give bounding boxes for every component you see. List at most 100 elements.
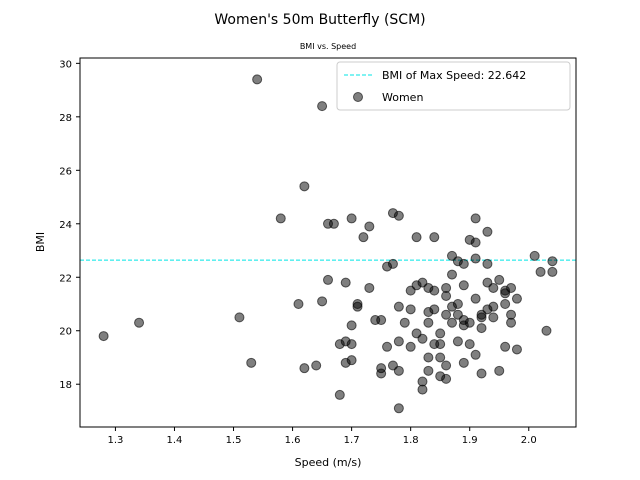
data-point	[376, 368, 387, 379]
data-point	[417, 376, 428, 387]
data-point	[435, 339, 446, 350]
data-point	[547, 256, 558, 267]
x-tick-label: 1.7	[344, 435, 360, 446]
y-tick-label: 30	[59, 59, 72, 70]
data-point	[470, 253, 481, 264]
data-point	[511, 344, 522, 355]
legend-reference-line-label: BMI of Max Speed: 22.642	[382, 69, 526, 82]
data-point	[393, 210, 404, 221]
x-tick-label: 2.0	[521, 435, 537, 446]
data-point	[488, 301, 499, 312]
data-point	[494, 365, 505, 376]
y-tick-label: 20	[59, 327, 72, 338]
data-point	[334, 389, 345, 400]
data-point	[246, 357, 257, 368]
data-point	[500, 299, 511, 309]
data-points-layer	[98, 74, 558, 414]
data-point	[476, 312, 487, 323]
data-point	[299, 181, 310, 192]
y-axis-label: BMI	[34, 232, 47, 252]
data-point	[346, 213, 357, 224]
data-point	[488, 312, 499, 323]
data-point	[376, 315, 387, 326]
legend-women-label: Women	[382, 91, 423, 104]
x-tick-label: 1.6	[285, 435, 301, 446]
data-point	[405, 304, 416, 315]
y-tick-label: 28	[59, 113, 72, 124]
data-point	[299, 363, 310, 374]
data-point	[447, 269, 457, 280]
data-point	[441, 282, 452, 293]
data-point	[393, 365, 404, 376]
data-point	[346, 355, 357, 366]
plot-area-frame	[79, 57, 577, 428]
data-point	[476, 368, 487, 379]
data-point	[317, 296, 328, 307]
data-point	[464, 339, 475, 350]
data-point	[500, 341, 511, 352]
data-point	[382, 341, 393, 352]
data-point	[435, 352, 446, 363]
data-point	[470, 349, 481, 360]
data-point	[311, 360, 322, 371]
data-point	[328, 218, 339, 229]
data-point	[234, 312, 245, 323]
data-point	[452, 336, 463, 347]
data-point	[417, 333, 428, 344]
data-point	[98, 331, 109, 342]
x-tick-label: 1.9	[462, 435, 478, 446]
data-point	[275, 213, 286, 224]
data-point	[423, 365, 434, 376]
data-point	[447, 317, 457, 328]
data-point	[458, 258, 469, 269]
legend-women-marker	[353, 92, 363, 102]
y-tick-label: 18	[59, 380, 72, 391]
data-point	[352, 299, 363, 309]
data-point	[393, 403, 404, 414]
data-point	[423, 317, 434, 328]
data-point	[429, 304, 440, 315]
data-point	[529, 250, 540, 261]
legend-box	[336, 61, 571, 111]
data-point	[364, 221, 375, 232]
data-point	[476, 323, 487, 334]
data-point	[364, 282, 375, 293]
data-point	[399, 317, 410, 328]
data-point	[488, 282, 499, 293]
data-point	[435, 328, 446, 339]
y-tick-label: 26	[59, 166, 72, 177]
data-point	[547, 266, 558, 277]
x-tick-label: 1.3	[107, 435, 123, 446]
data-point	[393, 336, 404, 347]
data-point	[441, 373, 452, 384]
x-tick-label: 1.5	[226, 435, 242, 446]
legend: BMI of Max Speed: 22.642 Women	[336, 61, 571, 111]
data-point	[470, 293, 481, 304]
data-point	[340, 277, 351, 288]
data-point	[429, 285, 440, 296]
data-point	[464, 317, 475, 328]
data-point	[470, 237, 481, 248]
data-point	[470, 213, 481, 224]
data-point	[134, 317, 145, 328]
data-point	[358, 232, 369, 243]
data-point	[494, 274, 505, 285]
data-point	[423, 352, 434, 363]
y-tick-label: 24	[59, 220, 72, 231]
x-axis-label: Speed (m/s)	[295, 456, 362, 469]
data-point	[535, 266, 546, 277]
data-point	[458, 357, 469, 368]
data-point	[429, 232, 440, 243]
x-tick-label: 1.8	[403, 435, 419, 446]
data-point	[506, 282, 517, 293]
data-point	[323, 274, 333, 285]
data-point	[346, 339, 357, 350]
data-point	[482, 226, 493, 237]
data-point	[441, 360, 452, 371]
data-point	[511, 293, 522, 304]
axis-ticks-layer: 1.3 1.4 1.5 1.6 1.7 1.8 1.9 2.0 18 20 22 24 26 28 30	[59, 59, 536, 446]
data-point	[393, 301, 404, 312]
data-point	[441, 309, 452, 320]
data-point	[458, 280, 469, 291]
data-point	[346, 320, 357, 331]
